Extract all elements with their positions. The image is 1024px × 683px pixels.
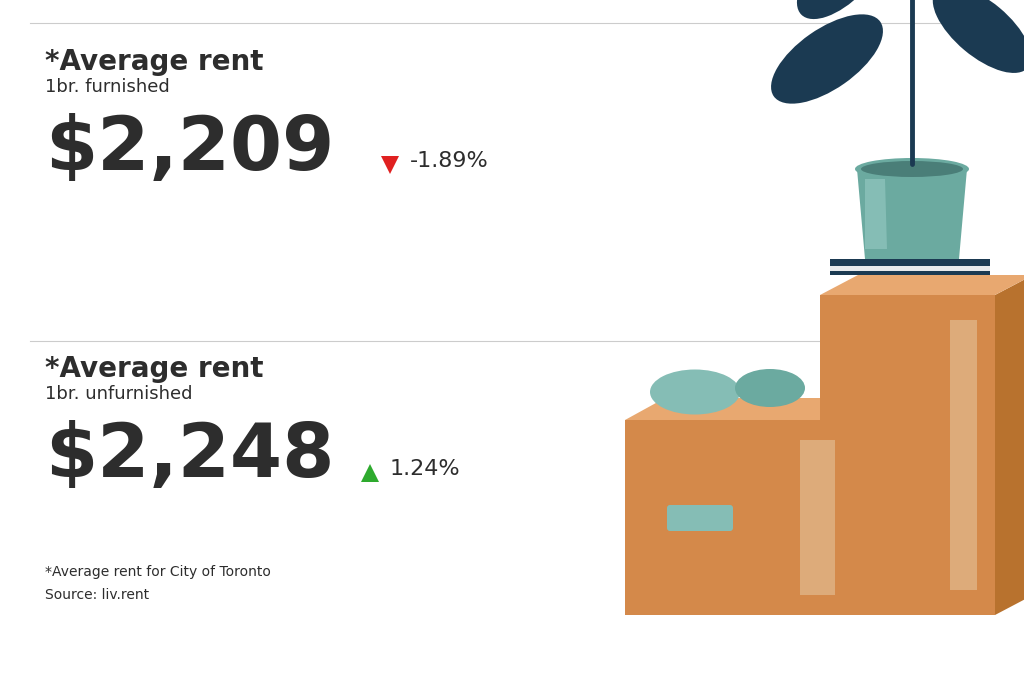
Text: -1.89%: -1.89% (410, 151, 488, 171)
Text: $2,209: $2,209 (45, 113, 334, 186)
FancyBboxPatch shape (830, 259, 990, 275)
Text: 1.24%: 1.24% (390, 459, 461, 479)
Ellipse shape (735, 369, 805, 407)
Ellipse shape (933, 0, 1024, 73)
Polygon shape (800, 440, 835, 595)
Polygon shape (950, 320, 977, 590)
Ellipse shape (855, 158, 969, 180)
Text: 1br. unfurnished: 1br. unfurnished (45, 385, 193, 403)
Polygon shape (625, 398, 895, 420)
Text: 1br. furnished: 1br. furnished (45, 78, 170, 96)
Text: $2,248: $2,248 (45, 420, 335, 493)
Ellipse shape (771, 14, 883, 104)
Text: Source: liv.rent: Source: liv.rent (45, 588, 150, 602)
FancyBboxPatch shape (625, 420, 855, 615)
Ellipse shape (797, 0, 887, 19)
Polygon shape (855, 398, 895, 615)
FancyBboxPatch shape (667, 505, 733, 531)
Polygon shape (820, 275, 1024, 295)
Text: *Average rent: *Average rent (45, 48, 263, 76)
FancyBboxPatch shape (820, 295, 995, 615)
Polygon shape (865, 179, 887, 249)
Ellipse shape (861, 161, 963, 177)
FancyBboxPatch shape (830, 266, 990, 271)
Polygon shape (857, 169, 967, 259)
Ellipse shape (650, 370, 740, 415)
Polygon shape (995, 275, 1024, 615)
Text: *Average rent for City of Toronto: *Average rent for City of Toronto (45, 565, 271, 579)
Text: *Average rent: *Average rent (45, 355, 263, 383)
